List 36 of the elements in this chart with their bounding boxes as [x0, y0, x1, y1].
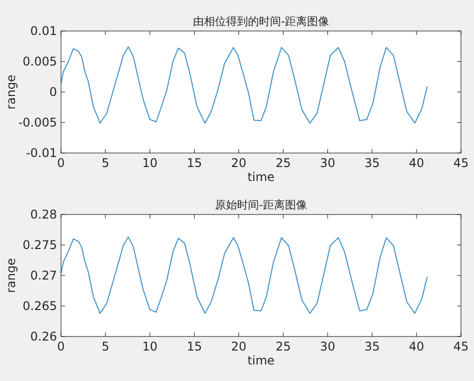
- x-tick-label: 15: [186, 156, 202, 170]
- x-tick-label: 35: [364, 156, 380, 170]
- x-tick-label: 25: [276, 156, 291, 170]
- x-tick-label: 35: [364, 340, 380, 354]
- x-tick-label: 20: [231, 156, 246, 170]
- x-axis-title: time: [247, 170, 275, 184]
- x-tick-label: 5: [102, 340, 110, 354]
- line-series: [60, 236, 428, 314]
- x-tick-label: 30: [320, 340, 336, 354]
- x-axis-title: time: [247, 354, 275, 368]
- y-tick-label: 0.265: [22, 299, 57, 313]
- x-tick-label: 40: [408, 340, 424, 354]
- x-tick-label: 25: [276, 340, 291, 354]
- y-tick-label: 0.28: [30, 208, 57, 222]
- y-tick-label: -0.01: [26, 146, 57, 160]
- chart-title: 由相位得到的时间-距离图像: [193, 15, 329, 28]
- y-tick-label: 0: [49, 85, 57, 99]
- x-tick-label: 20: [231, 340, 246, 354]
- y-tick-label: 0.005: [22, 54, 57, 68]
- x-tick-label: 30: [320, 156, 336, 170]
- x-tick-label: 45: [453, 156, 469, 170]
- x-tick-label: 10: [142, 340, 158, 354]
- y-tick-label: 0.01: [30, 24, 57, 38]
- y-axis-title: range: [4, 74, 18, 110]
- x-tick-label: 15: [186, 340, 202, 354]
- y-tick-label: -0.005: [18, 116, 57, 130]
- x-tick-label: 40: [408, 156, 424, 170]
- x-tick-label: 5: [102, 156, 110, 170]
- y-axis-title: range: [4, 258, 18, 293]
- y-tick-label: 0.275: [22, 238, 57, 252]
- line-series: [60, 46, 428, 124]
- y-tick-label: 0.26: [30, 330, 57, 344]
- x-tick-label: 45: [453, 340, 469, 354]
- y-tick-label: 0.27: [30, 268, 57, 282]
- x-tick-label: 10: [142, 156, 158, 170]
- chart-title: 原始时间-距离图像: [215, 198, 307, 212]
